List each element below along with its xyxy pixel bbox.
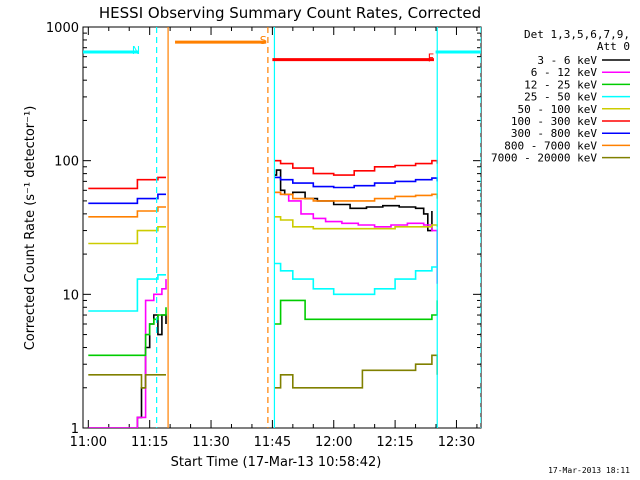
flag-label-2: S (260, 34, 267, 47)
series-line-2-seg-1 (274, 299, 438, 325)
legend-entry-1: 6 - 12 keV (531, 66, 598, 79)
y-axis-label: Corrected Count Rate (s⁻¹ detector⁻¹) (23, 106, 38, 351)
legend-header-1: Att 0 (597, 40, 630, 53)
legend-entry-5: 100 - 300 keV (511, 115, 597, 128)
series-line-7-seg-1 (274, 191, 438, 202)
x-axis-label: Start Time (17-Mar-13 10:58:42) (171, 455, 382, 470)
legend-entry-8: 7000 - 20000 keV (491, 152, 597, 165)
x-tick-label-0: 11:00 (70, 435, 107, 450)
plot-area: 11:00 11:15 11:30 11:45 12:00 12:15 12:30 1 10 10… (46, 21, 482, 450)
timestamp: 17-Mar-2013 18:11 (548, 466, 630, 475)
series-line-0-seg-1 (274, 169, 433, 232)
legend-entry-3: 25 - 50 keV (524, 91, 597, 104)
series-line-1-seg-1 (274, 191, 438, 284)
x-tick-label-3: 11:45 (254, 435, 291, 450)
flag-label-3: F (428, 52, 434, 65)
x-tick-label-6: 12:30 (438, 435, 475, 450)
legend-entry-4: 50 - 100 keV (518, 103, 598, 116)
legend-entry-6: 300 - 800 keV (511, 127, 597, 140)
x-tick-label-5: 12:15 (376, 435, 413, 450)
x-tick-label-4: 12:00 (315, 435, 352, 450)
y-tick-label-0: 1 (71, 422, 79, 437)
legend-entry-7: 800 - 7000 keV (504, 139, 597, 152)
series-line-1-seg-0 (88, 279, 167, 428)
y-tick-label-2: 100 (54, 155, 79, 170)
series-line-4-seg-1 (274, 216, 438, 230)
chart-title: HESSI Observing Summary Count Rates, Cor… (99, 4, 481, 22)
series-line-3-seg-1 (274, 262, 438, 296)
series-line-2-seg-0 (88, 307, 167, 357)
series-line-6-seg-0 (88, 193, 166, 205)
x-tick-label-1: 11:15 (131, 435, 168, 450)
series-line-5-seg-1 (274, 159, 438, 176)
series-group (83, 27, 481, 428)
legend-header-0: Det 1,3,5,6,7,9, (524, 28, 630, 41)
x-tick-label-2: 11:30 (192, 435, 229, 450)
series-line-7-seg-0 (88, 206, 166, 218)
legend-entry-2: 12 - 25 keV (524, 78, 597, 91)
y-tick-label-1: 10 (62, 288, 79, 303)
series-line-3-seg-0 (88, 274, 166, 312)
series-line-8-seg-1 (274, 354, 438, 389)
series-line-6-seg-1 (274, 176, 438, 189)
series-line-0-seg-0 (88, 314, 167, 428)
series-line-4-seg-0 (88, 226, 166, 245)
series-line-5-seg-0 (88, 176, 166, 190)
series-line-8-seg-0 (88, 374, 166, 389)
legend-entry-0: 3 - 6 keV (537, 54, 597, 67)
y-tick-label-3: 1000 (46, 21, 79, 36)
flag-label-0: N (132, 44, 140, 57)
